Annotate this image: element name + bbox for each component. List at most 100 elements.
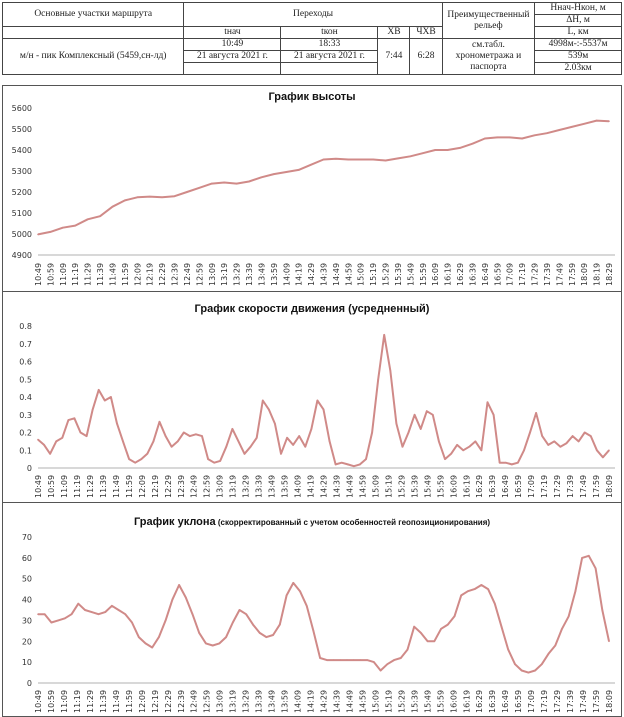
data-point (258, 632, 261, 634)
x-tick-label: 11:19 (73, 475, 82, 498)
x-tick-label: 14:49 (345, 475, 354, 498)
data-point (61, 437, 64, 439)
data-point (547, 653, 550, 655)
data-point (298, 435, 301, 437)
x-tick-label: 10:59 (46, 263, 55, 286)
data-point (86, 218, 89, 221)
x-tick-label: 13:29 (242, 475, 251, 498)
data-series-line (37, 119, 610, 236)
data-point (561, 627, 563, 630)
x-tick-label: 17:39 (566, 690, 575, 713)
x-tick-label: 11:09 (60, 690, 69, 713)
data-point (110, 396, 112, 398)
data-point (373, 661, 375, 663)
x-tick-label: 12:09 (138, 475, 147, 498)
data-point (434, 149, 437, 151)
x-tick-label: 13:39 (255, 690, 264, 713)
x-tick-label: 14:49 (345, 690, 354, 713)
data-point (265, 636, 268, 638)
data-point (559, 445, 562, 448)
x-tick-label: 17:09 (527, 690, 536, 713)
data-point (99, 215, 101, 217)
data-point (326, 659, 328, 661)
x-tick-label: 18:19 (593, 263, 602, 286)
data-point (49, 231, 52, 233)
x-tick-label: 18:09 (605, 690, 614, 713)
data-point (583, 122, 585, 125)
x-tick-label: 11:59 (125, 475, 134, 498)
data-point (581, 557, 583, 559)
altitude-chart: График высоты 4900 5000 5100 5200 5300 5400 550… (2, 85, 622, 293)
data-point (371, 431, 373, 434)
data-point (450, 453, 452, 455)
speed-chart: График скорости движения (усредненный) 0 0… (2, 291, 622, 504)
data-point (74, 224, 77, 227)
data-point (541, 435, 543, 437)
x-tick-label: 13:49 (257, 263, 266, 286)
data-point (492, 413, 495, 416)
x-tick-label: 12:09 (133, 263, 142, 286)
y-tick-label: 10 (22, 658, 32, 667)
x-tick-label: 16:59 (514, 690, 523, 713)
data-point (440, 627, 442, 630)
data-point (223, 181, 225, 184)
data-point (97, 389, 100, 391)
data-point (608, 120, 610, 123)
data-series-line (37, 333, 610, 468)
x-tick-label: 11:59 (121, 263, 130, 286)
data-point (577, 440, 580, 443)
x-tick-label: 11:19 (71, 263, 80, 286)
y-tick-label: 5100 (12, 209, 32, 218)
header-l: L, км (534, 26, 622, 39)
header-relief: Преимущественный рельеф (441, 2, 536, 39)
data-point (446, 623, 449, 626)
data-point (211, 644, 214, 647)
header-h: Hнач-Hкон, м (534, 2, 622, 15)
data-point (527, 671, 530, 674)
x-tick-label: 14:29 (320, 690, 329, 713)
x-tick-label: 14:49 (332, 263, 341, 286)
data-point (574, 590, 577, 593)
x-tick-label: 10:49 (34, 690, 43, 713)
data-point (152, 440, 155, 443)
data-point (359, 659, 362, 661)
data-point (459, 147, 461, 149)
y-tick-label: 0 (27, 679, 32, 688)
data-point (171, 598, 174, 601)
data-point (520, 669, 523, 672)
data-point (218, 642, 221, 645)
data-point (594, 567, 597, 570)
data-point (335, 158, 337, 160)
x-tick-label: 16:59 (514, 475, 523, 498)
x-tick-label: 11:39 (99, 475, 108, 498)
data-point (62, 226, 64, 229)
header-transitions: Переходы (183, 2, 443, 27)
x-tick-label: 12:49 (190, 475, 199, 498)
data-point (248, 180, 250, 183)
data-point (397, 157, 399, 160)
data-point (456, 444, 458, 446)
x-tick-label: 13:49 (268, 475, 277, 498)
l-value: 2.03км (534, 62, 622, 75)
x-tick-label: 13:29 (242, 690, 251, 713)
x-tick-label: 15:19 (384, 475, 393, 498)
x-tick-label: 14:29 (320, 475, 329, 498)
data-point (268, 408, 270, 411)
data-point (340, 461, 343, 464)
data-point (471, 142, 474, 145)
data-point (189, 435, 191, 437)
hv-value: 7:44 (377, 38, 411, 75)
x-tick-label: 17:19 (540, 475, 549, 498)
y-tick-label: 20 (22, 637, 32, 646)
data-point (595, 119, 598, 122)
data-point (316, 399, 319, 402)
x-tick-label: 15:49 (406, 263, 415, 286)
x-tick-label: 13:49 (268, 690, 277, 713)
x-tick-label: 15:59 (436, 475, 445, 498)
header-tstart: tнач (183, 26, 282, 39)
y-tick-label: 5400 (12, 146, 32, 155)
data-point (383, 334, 386, 336)
x-tick-label: 11:49 (112, 690, 121, 713)
x-tick-label: 15:29 (397, 475, 406, 498)
x-tick-label: 12:39 (171, 263, 180, 286)
